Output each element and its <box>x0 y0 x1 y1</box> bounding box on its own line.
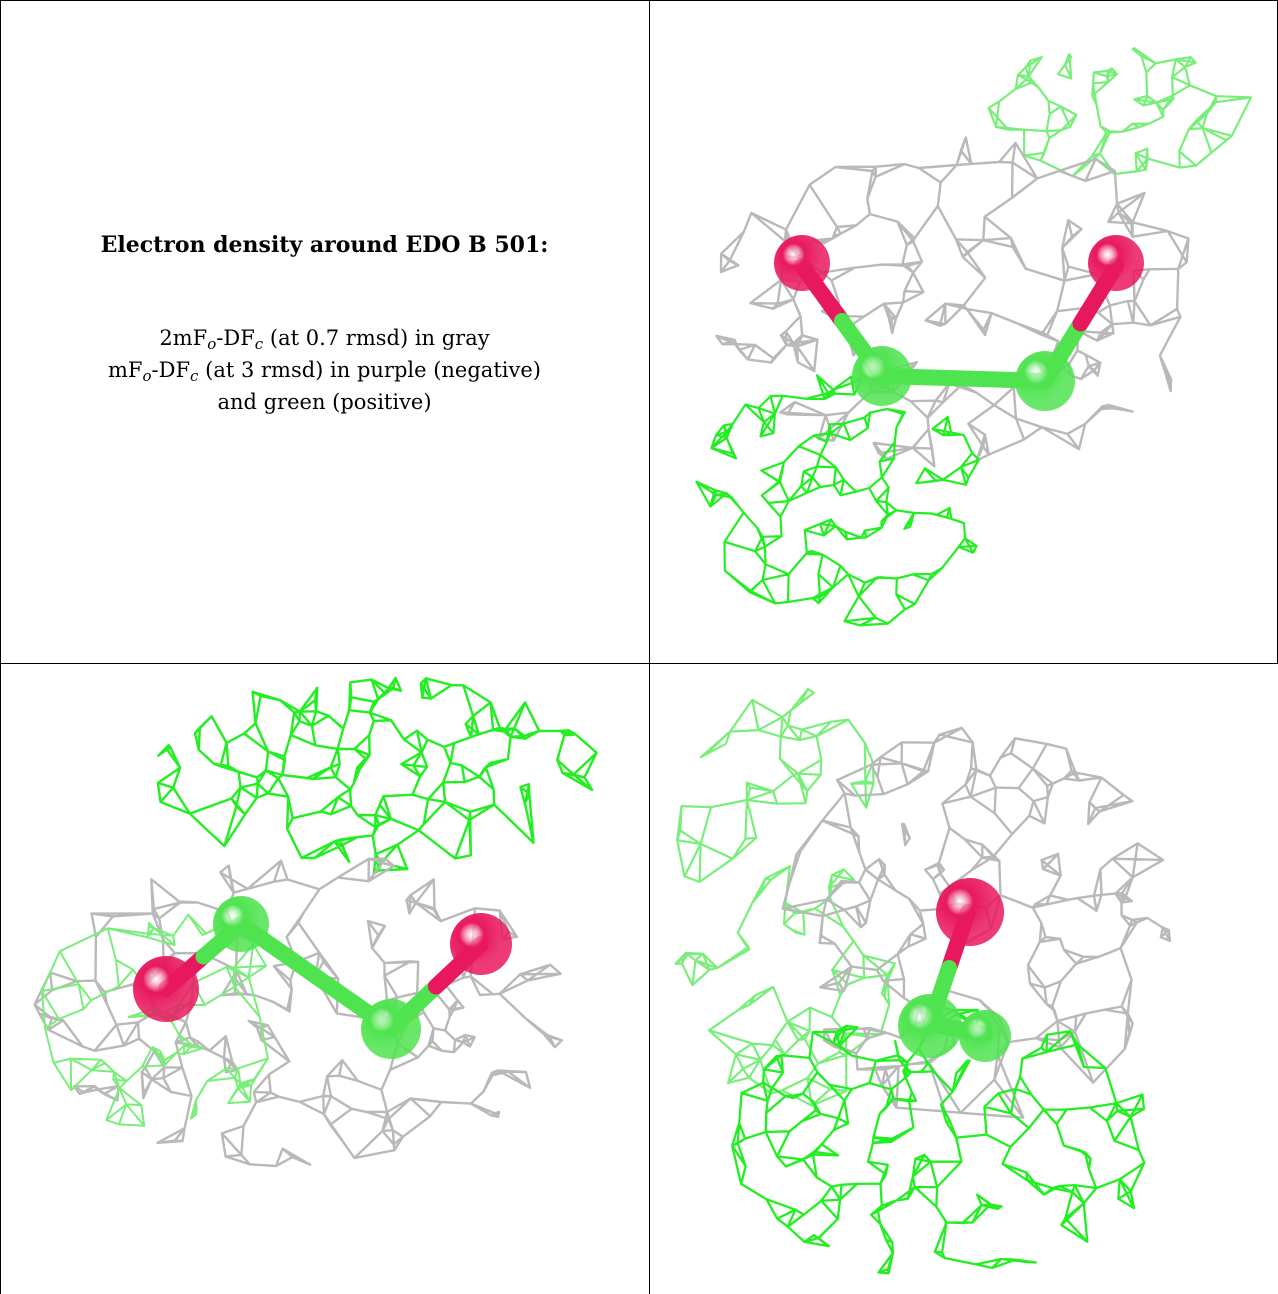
oxygen-atom-1 <box>774 235 830 291</box>
density-image-1 <box>695 47 1253 627</box>
positive-mesh-top <box>156 676 598 875</box>
positive-mesh-top <box>987 47 1253 178</box>
positive-mesh-left <box>674 687 896 1107</box>
caption-body: 2mFo-DFc (at 0.7 rmsd) in gray mFo-DFc (… <box>0 322 649 418</box>
carbon-atom-1 <box>852 346 912 406</box>
carbon-atom-2 <box>959 1010 1011 1062</box>
caption-cell: Electron density around EDO B 501: 2mFo-… <box>0 0 649 663</box>
frame-divider-vertical <box>649 0 650 1294</box>
density-view-bottom-left <box>1 664 649 1294</box>
carbon-atom-2 <box>1015 351 1075 411</box>
gray-2fofc-mesh-lines <box>33 857 563 1168</box>
frame-top <box>0 0 1278 1</box>
oxygen-atom-2 <box>450 913 512 975</box>
oxygen-atom-2 <box>1088 235 1144 291</box>
positive-mesh-bottom-lines <box>695 374 980 627</box>
oxygen-atom-1 <box>936 878 1004 946</box>
positive-mesh-left-lines <box>674 687 896 1107</box>
positive-mesh-top-lines <box>987 47 1253 178</box>
positive-mesh-bottom <box>695 374 980 627</box>
caption-line-colors: and green (positive) <box>217 390 432 414</box>
gray-2fofc-mesh <box>715 136 1190 468</box>
caption-title: Electron density around EDO B 501: <box>100 232 549 258</box>
gray-2fofc-mesh <box>33 857 563 1168</box>
caption-line-2fofc: 2mFo-DFc (at 0.7 rmsd) in gray <box>159 326 490 353</box>
carbon-atom-1 <box>213 896 269 952</box>
frame-divider-horizontal <box>0 663 1278 664</box>
carbon-atom-2 <box>361 999 421 1059</box>
carbon-atom-1 <box>898 994 962 1058</box>
gray-2fofc-mesh-lines <box>715 136 1190 468</box>
density-image-3 <box>674 687 1172 1275</box>
caption-line-fofc: mFo-DFc (at 3 rmsd) in purple (negative) <box>108 358 541 385</box>
positive-mesh-top-lines <box>156 676 598 875</box>
density-view-top-right <box>650 1 1277 663</box>
density-view-bottom-right <box>650 664 1277 1294</box>
density-image-2 <box>33 676 598 1168</box>
frame-left <box>0 0 1 1294</box>
oxygen-atom-1 <box>133 956 199 1022</box>
